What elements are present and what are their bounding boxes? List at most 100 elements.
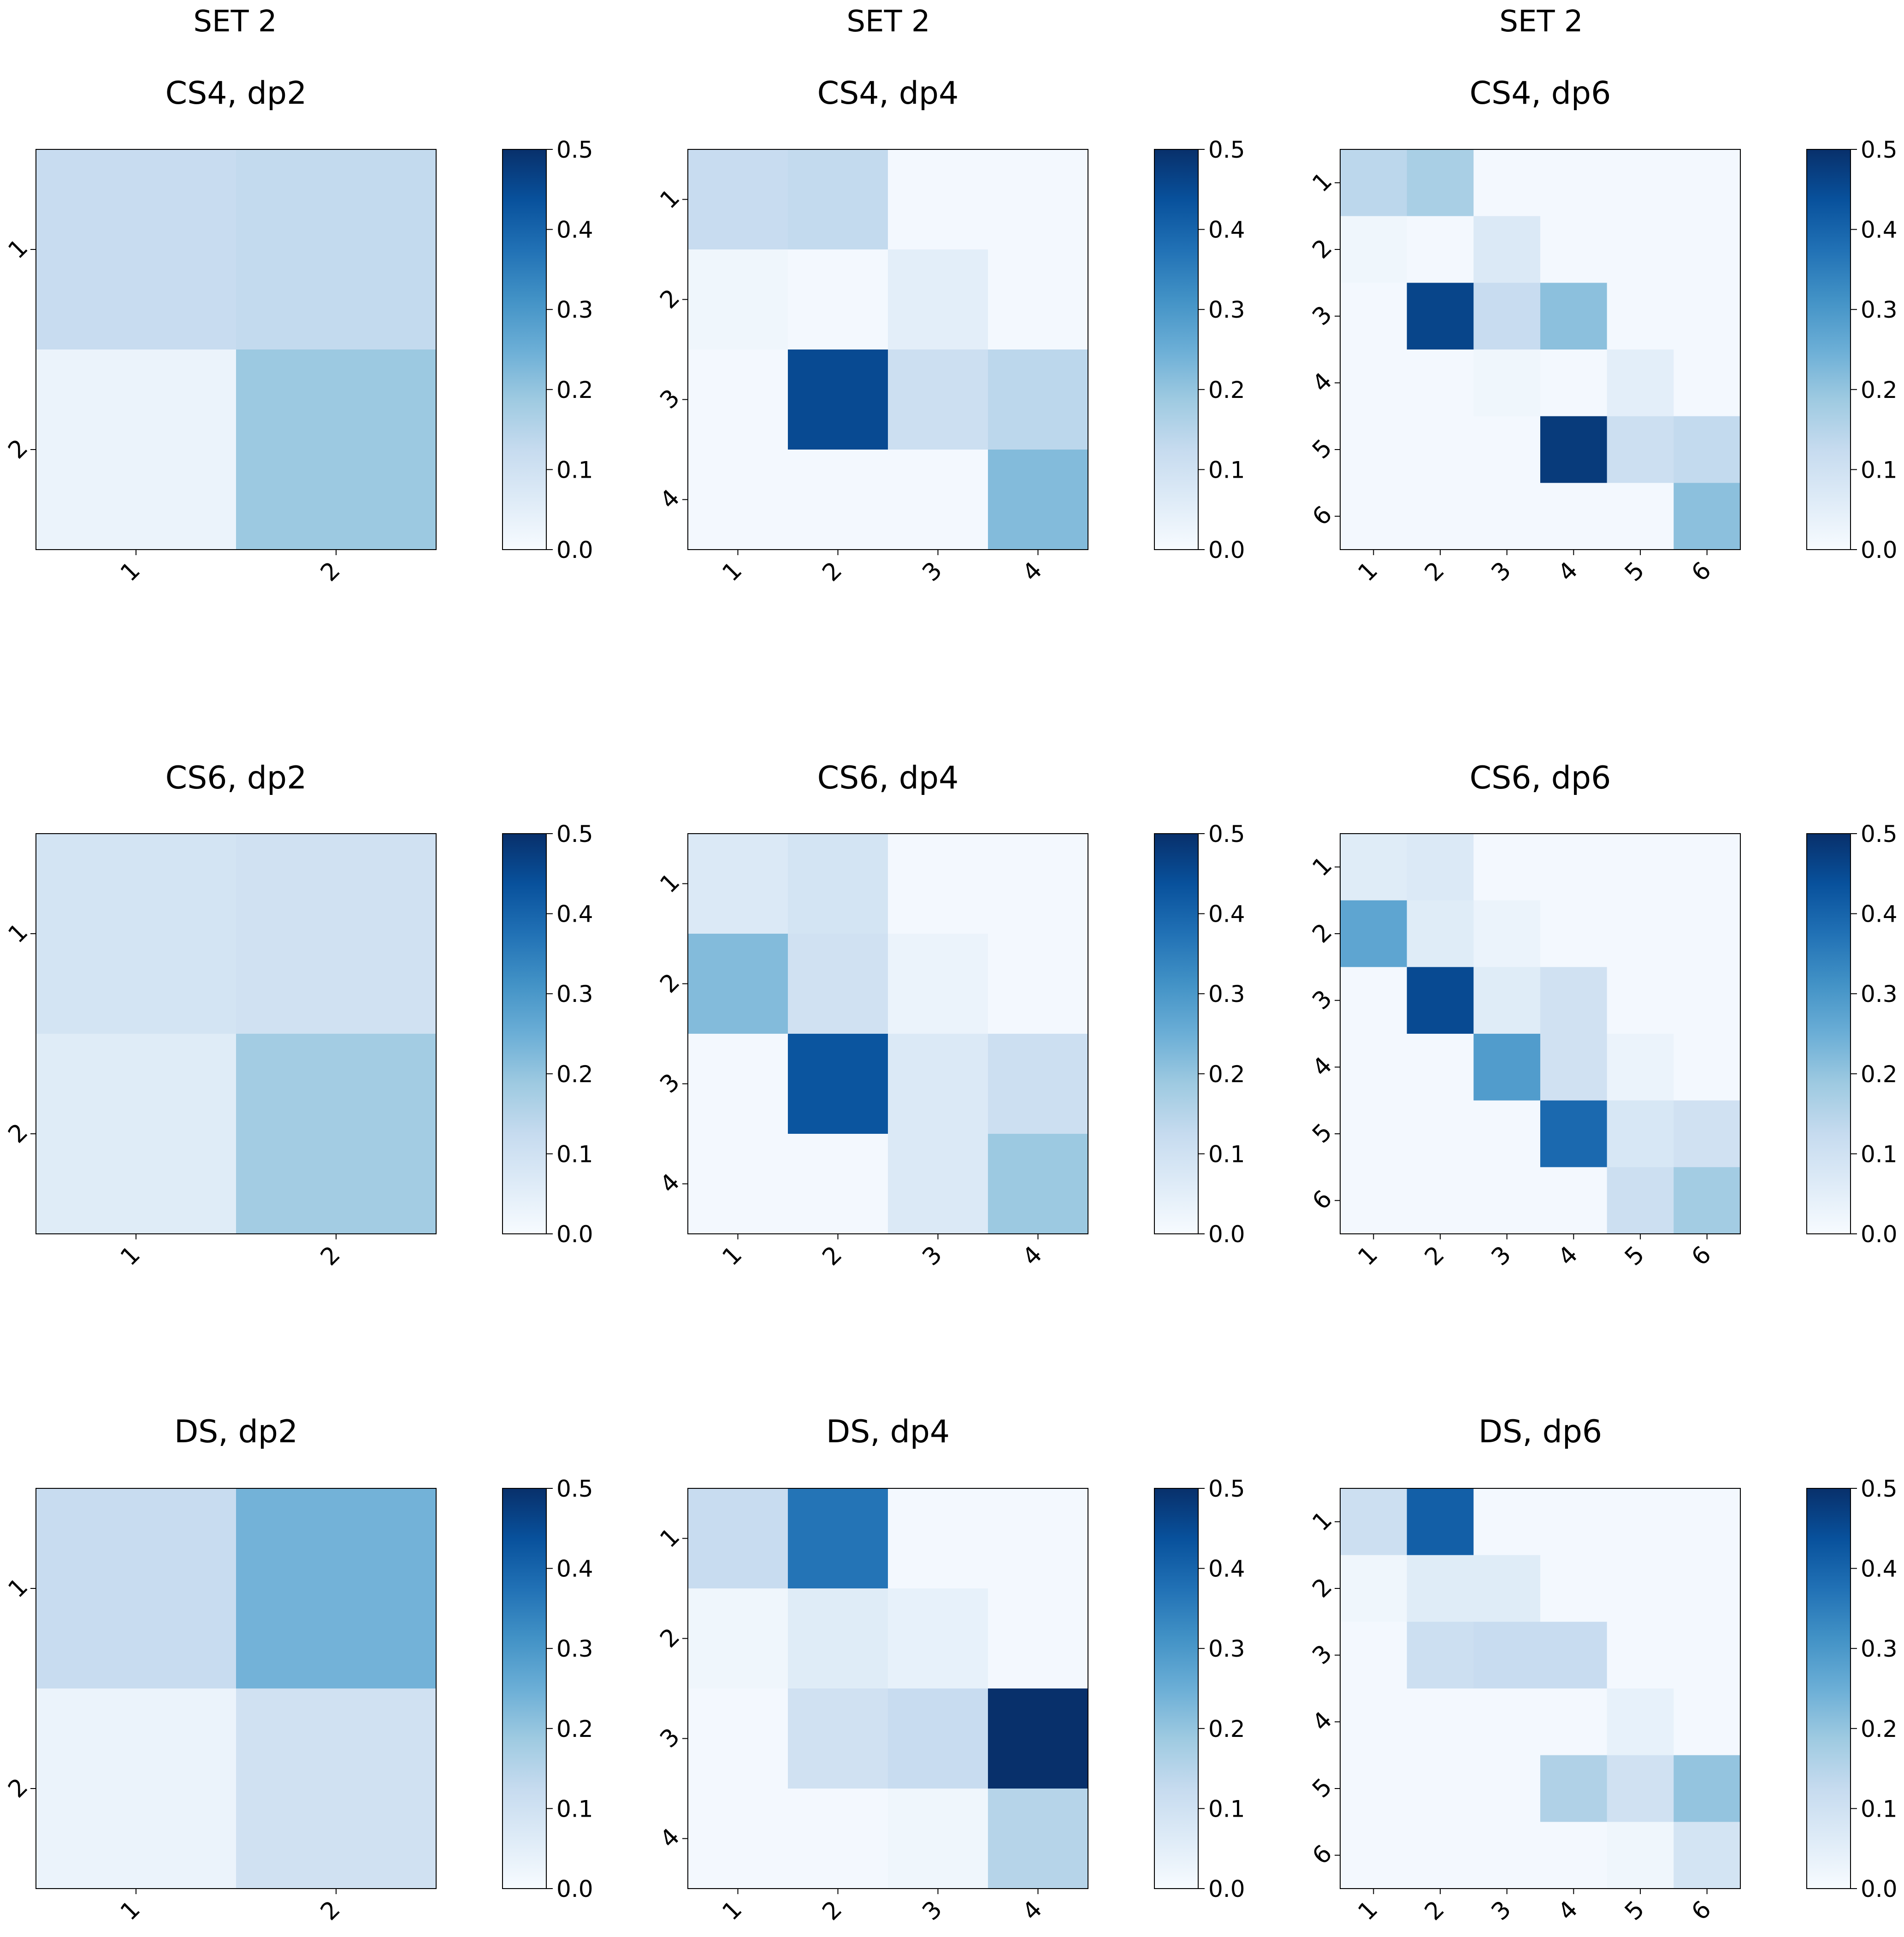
colorbar-tick-label: 0.4: [556, 217, 593, 243]
colorbar-tick-label: 0.0: [1861, 537, 1898, 563]
colorbar-tick-label: 0.4: [556, 1556, 593, 1582]
x-tick-label: 1: [1353, 1241, 1383, 1271]
heatmap-cell: [1540, 149, 1608, 217]
y-tick-label: 2: [655, 284, 685, 314]
y-tick-label: 4: [655, 484, 685, 515]
y-tick-label: 1: [3, 918, 33, 948]
heatmap-cell: [1473, 483, 1541, 550]
colorbar-frame: [502, 1488, 547, 1889]
colorbar: [503, 834, 546, 1234]
heatmap-cell: [1540, 1822, 1608, 1889]
heatmap-cell: [788, 1688, 888, 1789]
heatmap-cell: [1473, 1034, 1541, 1101]
colorbar-tick-label: 0.3: [556, 296, 593, 323]
heatmap-cell: [1607, 1555, 1674, 1622]
colorbar-tick-label: 0.0: [1208, 1221, 1245, 1248]
heatmap-cell: [1673, 483, 1741, 550]
colorbar-tick-label: 0.1: [1861, 1141, 1898, 1167]
heatmap-cell: [1607, 483, 1674, 550]
heatmap-cell: [1540, 967, 1608, 1034]
x-tick-label: 6: [1686, 1241, 1717, 1271]
heatmap-cell: [988, 834, 1088, 934]
colorbar-tick-label: 0.5: [556, 1475, 593, 1502]
colorbar-tick-label: 0.2: [1208, 377, 1245, 403]
panel-title: DS, dp6: [1478, 1414, 1602, 1450]
colorbar-tick-label: 0.5: [1861, 136, 1898, 163]
heatmap-cell: [988, 149, 1088, 250]
heatmap-cell: [1673, 349, 1741, 417]
colorbar-tick-label: 0.5: [556, 136, 593, 163]
column-header: SET 2: [1499, 5, 1583, 39]
y-tick-label: 3: [655, 1068, 685, 1099]
colorbar-tick-label: 0.5: [1208, 1475, 1245, 1502]
heatmap-cell: [1473, 1488, 1541, 1556]
x-tick-label: 6: [1686, 1896, 1717, 1926]
heatmap-cell: [1673, 1034, 1741, 1101]
colorbar-tick-label: 0.2: [1861, 1716, 1898, 1742]
heatmap-cell: [888, 1789, 988, 1889]
colorbar-tick-label: 0.2: [1208, 1716, 1245, 1742]
heatmap-cell: [36, 834, 237, 1034]
x-tick-label: 3: [917, 1241, 948, 1271]
heatmap-cell: [1607, 1100, 1674, 1167]
x-tick-label: 4: [1553, 1896, 1583, 1926]
colorbar: [1807, 1488, 1851, 1889]
heatmap-cell: [1407, 149, 1474, 217]
heatmap-cell: [688, 1789, 788, 1889]
heatmap-cell: [688, 834, 788, 934]
heatmap-panel: DS, dp4 1 2 3 4 1 2 3 4 0.0 0.1 0.2 0.3 0.4 0.5: [655, 1414, 1245, 1926]
colorbar-tick-label: 0.1: [1861, 1795, 1898, 1822]
y-tick-label: 4: [1307, 1706, 1337, 1737]
y-tick-label: 1: [655, 868, 685, 899]
colorbar-tick-label: 0.0: [556, 537, 593, 563]
x-tick-label: 2: [1419, 557, 1450, 587]
heatmap-cell: [1673, 283, 1741, 350]
colorbar-frame: [502, 149, 547, 550]
x-tick-label: 3: [1486, 557, 1517, 587]
y-tick-label: 1: [1307, 1506, 1337, 1537]
colorbar: [1154, 1488, 1198, 1889]
heatmap-cell: [1607, 1622, 1674, 1689]
colorbar-tick-label: 0.1: [1208, 1141, 1245, 1167]
heatmap-cell: [1340, 283, 1407, 350]
heatmap-panel: CS6, dp4 1 2 3 4 1 2 3 4 0.0 0.1 0.2 0.3 0.4 0.5: [655, 760, 1245, 1271]
heatmap-cell: [1407, 1488, 1474, 1556]
colorbar-tick-label: 0.3: [1861, 981, 1898, 1007]
heatmap-cell: [236, 1488, 437, 1689]
heatmap-cell: [1340, 1488, 1407, 1556]
heatmap-cell: [1407, 1688, 1474, 1756]
plot-frame: [35, 1488, 437, 1889]
colorbar-tick-label: 0.1: [556, 1795, 593, 1822]
colorbar-tick-label: 0.2: [1861, 1061, 1898, 1088]
heatmap-cell: [1473, 1555, 1541, 1622]
heatmap-cell: [1407, 900, 1474, 967]
heatmap-cell: [1540, 349, 1608, 417]
x-tick-label: 1: [115, 1896, 146, 1926]
heatmap-cell: [1540, 416, 1608, 483]
heatmap-cell: [788, 1789, 888, 1889]
heatmap-cell: [1673, 1622, 1741, 1689]
panel-title: CS4, dp2: [166, 75, 307, 112]
panel-title: CS4, dp4: [817, 75, 959, 112]
x-tick-label: 1: [717, 1896, 748, 1926]
heatmap-cell: [1673, 1555, 1741, 1622]
heatmap-cell: [1407, 216, 1474, 283]
colorbar-tick-label: 0.0: [1208, 1876, 1245, 1902]
heatmap-cell: [688, 1134, 788, 1234]
heatmap-cell: [788, 249, 888, 350]
heatmap-cell: [1407, 1100, 1474, 1167]
y-tick-label: 6: [1307, 1840, 1337, 1870]
heatmap-cell: [1540, 1755, 1608, 1822]
y-tick-label: 5: [1307, 1773, 1337, 1803]
heatmap-cell: [1673, 967, 1741, 1034]
colorbar-tick-label: 0.0: [556, 1221, 593, 1248]
y-tick-label: 5: [1307, 1118, 1337, 1149]
column-header: SET 2: [846, 5, 930, 39]
heatmap-cell: [1540, 1688, 1608, 1756]
colorbar-tick-label: 0.1: [1208, 1795, 1245, 1822]
x-tick-label: 4: [1017, 1896, 1048, 1926]
heatmap-cell: [1340, 1100, 1407, 1167]
y-tick-label: 3: [1307, 301, 1337, 331]
heatmap-cell: [1540, 1100, 1608, 1167]
heatmap-cell: [236, 834, 437, 1034]
